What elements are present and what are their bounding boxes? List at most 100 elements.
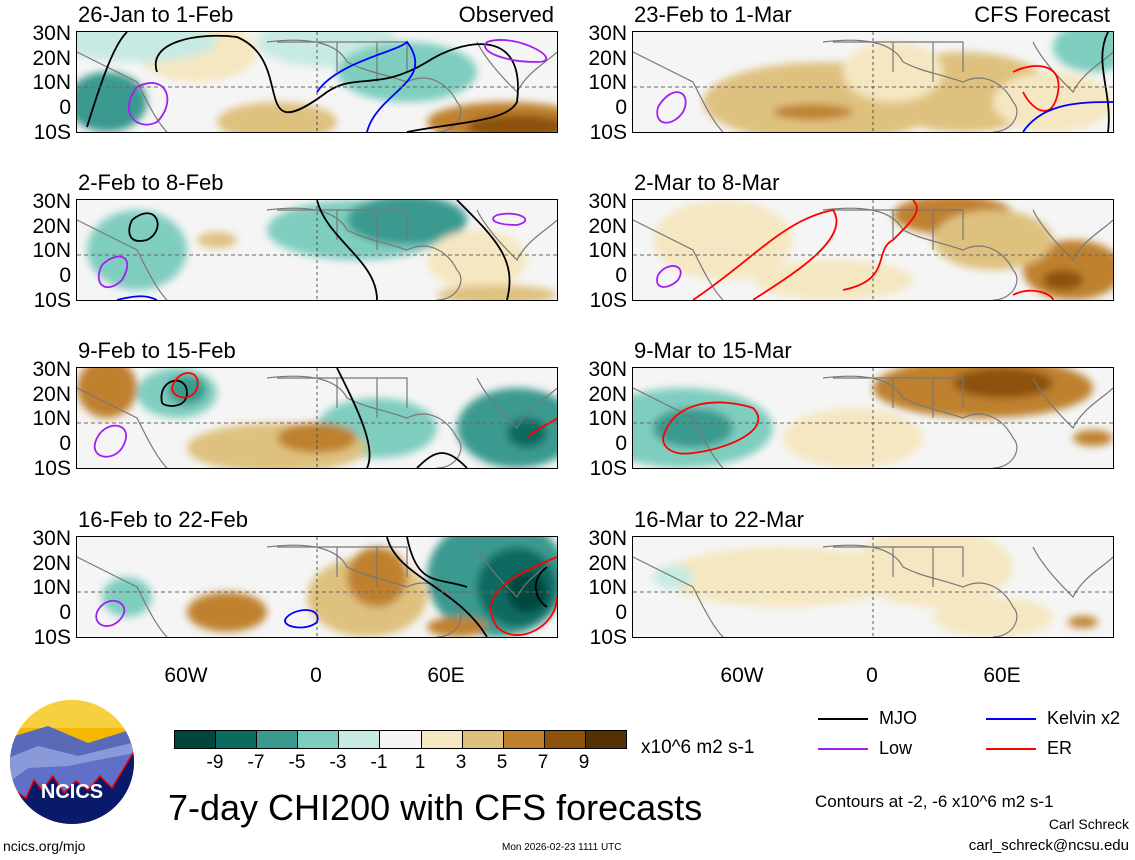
- anomaly-shading: [1068, 616, 1098, 628]
- lat-label: 20N: [588, 382, 627, 406]
- lat-label: 0: [615, 432, 627, 456]
- coastlines: [77, 375, 557, 468]
- wave-contour: [154, 34, 519, 132]
- lon-label: 60E: [427, 664, 465, 687]
- wave-contour: [656, 91, 687, 124]
- wave-contour: [484, 39, 547, 63]
- wave-contour: [127, 82, 169, 126]
- lon-label: 60W: [720, 664, 764, 687]
- panel-title: 16-Mar to 22-Mar: [634, 507, 804, 532]
- legend-line: [986, 748, 1036, 750]
- anomaly-shading: [187, 592, 267, 632]
- map-area: [632, 367, 1114, 469]
- colorbar-label: 1: [414, 752, 426, 773]
- anomaly-shading: [753, 260, 913, 300]
- panel-title: 2-Feb to 8-Feb: [78, 170, 224, 195]
- panel-tag: Observed: [458, 2, 554, 27]
- wave-contour: [171, 372, 199, 399]
- wave-contour: [97, 255, 129, 289]
- wave-contour: [656, 265, 682, 288]
- lat-label: 30N: [588, 527, 627, 550]
- lat-label: 0: [615, 264, 627, 288]
- anomaly-shading: [277, 423, 357, 453]
- anomaly-shading: [953, 368, 1053, 398]
- legend-line: [986, 718, 1036, 720]
- lat-label: 10S: [589, 288, 627, 312]
- wave-contour: [1101, 32, 1110, 132]
- panel-title: 23-Feb to 1-Mar: [634, 2, 792, 27]
- legend-line: [818, 718, 868, 720]
- colorbar-label: 5: [496, 752, 508, 773]
- wave-contour: [95, 600, 126, 627]
- anomaly-shading: [1073, 430, 1113, 446]
- email-link[interactable]: carl_schreck@ncsu.edu: [968, 837, 1129, 854]
- anomaly-shading: [507, 418, 547, 448]
- panel-title: 2-Mar to 8-Mar: [634, 170, 780, 195]
- colorbar-swatch: [503, 731, 545, 748]
- lat-label: 10N: [588, 239, 627, 263]
- wave-contour: [662, 401, 760, 455]
- anomaly-shading: [437, 285, 557, 300]
- wave-contour: [316, 40, 417, 132]
- lat-label: 20N: [32, 46, 71, 70]
- lat-label: 10N: [588, 576, 627, 600]
- panel-title: 9-Mar to 15-Mar: [634, 338, 792, 363]
- wave-contour: [160, 379, 188, 407]
- legend-label: Low: [879, 738, 913, 758]
- anomaly-shading: [1053, 32, 1113, 72]
- lat-label: 10N: [588, 71, 627, 95]
- wave-contour: [1012, 289, 1054, 300]
- lat-label: 30N: [588, 358, 627, 381]
- colorbar-swatch: [257, 731, 299, 748]
- map-area: [76, 199, 558, 301]
- wave-contour: [490, 556, 557, 636]
- ncics-logo: NCICS: [10, 700, 134, 824]
- wave-contour: [842, 200, 918, 291]
- colorbar-label: -7: [247, 752, 265, 773]
- lat-label: 20N: [32, 382, 71, 406]
- colorbar-swatch: [380, 731, 422, 748]
- lat-label: 20N: [588, 551, 627, 575]
- logo-text: NCICS: [41, 781, 103, 803]
- anomaly-shading: [197, 232, 237, 248]
- lat-label: 20N: [588, 214, 627, 238]
- colorbar-units: x10^6 m2 s-1: [641, 737, 755, 758]
- panel-title: 26-Jan to 1-Feb: [78, 2, 234, 27]
- contours-note: Contours at -2, -6 x10^6 m2 s-1: [815, 792, 1054, 811]
- colorbar-swatch: [544, 731, 586, 748]
- wave-contour: [316, 200, 378, 300]
- wave-contour: [416, 452, 468, 468]
- lat-label: 10S: [589, 456, 627, 480]
- panel-tag: CFS Forecast: [974, 2, 1110, 27]
- website-link[interactable]: ncics.org/mjo: [3, 838, 86, 854]
- map-area: [76, 31, 558, 133]
- lat-label: 30N: [588, 190, 627, 213]
- map-area: [632, 536, 1114, 638]
- anomaly-shading: [933, 210, 1053, 270]
- lat-label: 30N: [32, 527, 71, 550]
- lat-label: 0: [615, 96, 627, 120]
- lat-label: 0: [59, 264, 71, 288]
- anomaly-shading: [783, 408, 923, 468]
- lat-label: 10N: [32, 71, 71, 95]
- colorbar-label: -9: [206, 752, 224, 773]
- wave-contour: [456, 200, 511, 300]
- wave-contour: [86, 32, 128, 128]
- anomaly-shading: [653, 200, 793, 280]
- wave-contour: [534, 566, 548, 608]
- lat-label: 20N: [32, 214, 71, 238]
- lat-label: 10S: [33, 456, 71, 480]
- coastlines: [633, 39, 1113, 132]
- lat-label: 20N: [588, 46, 627, 70]
- anomaly-shading: [102, 577, 152, 617]
- wave-contour: [492, 212, 527, 226]
- lat-label: 0: [59, 432, 71, 456]
- timestamp: Mon 2026-02-23 1111 UTC: [502, 842, 622, 853]
- map-area: [632, 199, 1114, 301]
- lat-label: 10S: [589, 625, 627, 649]
- lat-label: 0: [59, 601, 71, 625]
- wave-contour: [116, 295, 158, 300]
- legend-label: ER: [1047, 738, 1073, 758]
- lat-label: 30N: [32, 190, 71, 213]
- lat-label: 10N: [588, 407, 627, 431]
